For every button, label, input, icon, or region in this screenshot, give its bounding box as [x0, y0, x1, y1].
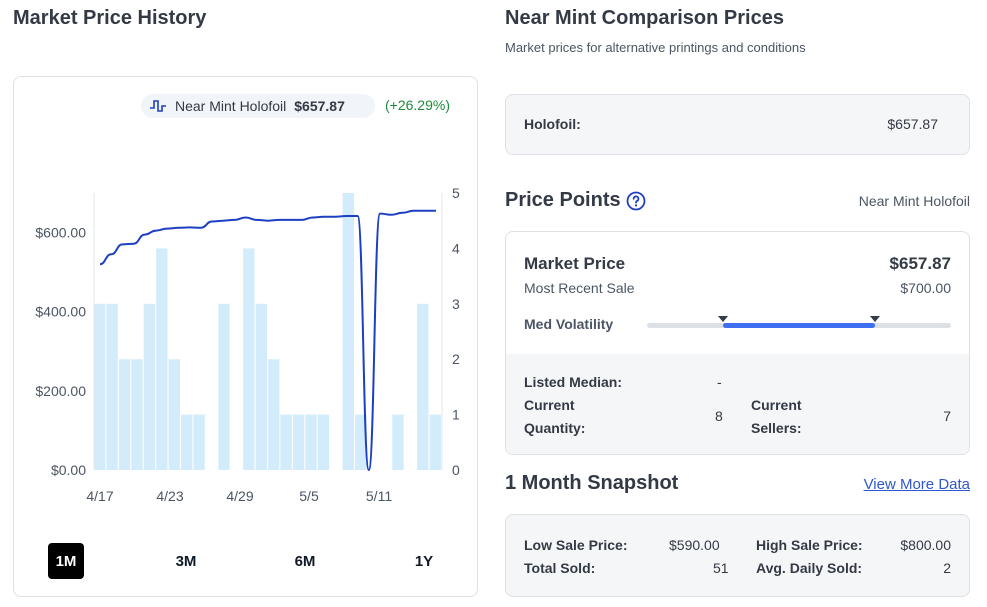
holofoil-price-row: Holofoil: $657.87: [505, 94, 970, 155]
recent-sale-label: Most Recent Sale: [524, 280, 635, 296]
x-tick-label: 4/29: [226, 488, 253, 504]
listed-median-label: Listed Median:: [524, 374, 623, 390]
volume-bar: [118, 359, 131, 470]
view-more-data-link[interactable]: View More Data: [863, 476, 970, 493]
x-tick-label: 4/23: [156, 488, 183, 504]
listed-median-value: -: [717, 374, 722, 390]
y-right-tick-label: 4: [452, 240, 460, 256]
legend-pill[interactable]: Near Mint Holofoil $657.87: [141, 94, 375, 118]
y-right-tick-label: 2: [452, 351, 460, 367]
market-price-label: Market Price: [524, 254, 626, 273]
volume-bar: [168, 359, 180, 470]
price-points-condition: Near Mint Holofoil: [858, 193, 970, 209]
volatility-label: Med Volatility: [524, 316, 614, 332]
comparison-subtitle: Market prices for alternative printings …: [505, 40, 806, 55]
range-6m-button[interactable]: 6M: [287, 543, 323, 579]
y-left-tick-label: $600.00: [35, 225, 86, 241]
volume-bar: [94, 303, 106, 470]
volume-bar: [268, 359, 280, 470]
x-tick-label: 5/5: [299, 488, 319, 504]
total-sold-value: 51: [713, 560, 729, 576]
legend-change: (+26.29%): [385, 97, 450, 113]
range-1y-button[interactable]: 1Y: [406, 543, 442, 579]
avg-daily-value: 2: [943, 560, 951, 576]
x-tick-label: 5/11: [366, 488, 392, 504]
current-sellers-label: Current Sellers:: [751, 397, 802, 436]
volume-bar: [106, 303, 118, 470]
question-circle-icon[interactable]: [626, 191, 646, 211]
market-history-title: Market Price History: [13, 7, 207, 29]
volume-bar: [317, 414, 330, 470]
volume-bar: [429, 414, 441, 470]
holofoil-label: Holofoil:: [524, 116, 581, 132]
legend-series-name: Near Mint Holofoil: [175, 98, 287, 114]
volatility-range-fill: [723, 323, 875, 328]
price-chart[interactable]: $0.00 $200.00 $400.00 $600.00 0 1 2 3 4 5 4/17 4/…: [14, 77, 479, 517]
holofoil-value: $657.87: [887, 116, 938, 132]
volume-bar: [355, 414, 367, 470]
volume-bar: [156, 248, 168, 470]
current-sellers-value: 7: [943, 408, 951, 424]
current-quantity-value: 8: [715, 408, 723, 424]
current-quantity-label: Current Quantity:: [524, 397, 586, 436]
volume-bar: [131, 359, 143, 470]
price-points-heading: Price Points: [505, 189, 621, 211]
recent-sale-value: $700.00: [900, 280, 951, 296]
volume-bar: [181, 414, 193, 470]
low-sale-label: Low Sale Price:: [524, 537, 628, 553]
volume-bar: [392, 414, 404, 470]
y-left-tick-label: $400.00: [35, 304, 86, 320]
volume-bar: [342, 193, 354, 470]
y-left-tick-label: $200.00: [35, 383, 86, 399]
volatility-high-marker: [870, 316, 880, 322]
volume-bar: [143, 303, 156, 470]
snapshot-card: Low Sale Price: $590.00 High Sale Price:…: [505, 514, 970, 597]
volume-bar: [255, 303, 267, 470]
price-points-card: Market Price $657.87 Most Recent Sale $7…: [505, 231, 970, 455]
total-sold-label: Total Sold:: [524, 560, 596, 576]
y-left-tick-label: $0.00: [51, 462, 86, 478]
price-line: [99, 209, 436, 472]
high-sale-label: High Sale Price:: [756, 537, 863, 553]
y-right-tick-label: 3: [452, 296, 460, 312]
range-1m-button[interactable]: 1M: [48, 543, 84, 579]
price-line-icon: [150, 100, 166, 112]
market-price-value: $657.87: [889, 254, 951, 273]
range-3m-button[interactable]: 3M: [168, 543, 204, 579]
price-points-title: Price Points: [505, 189, 646, 212]
volume-bar: [292, 414, 305, 470]
low-sale-value: $590.00: [669, 537, 720, 553]
volatility-bar: [647, 316, 951, 328]
listing-stats: Listed Median: - Current Quantity: 8 Cur…: [506, 354, 969, 454]
volume-bar: [218, 303, 230, 470]
y-right-tick-label: 5: [452, 185, 460, 201]
y-right-tick-label: 1: [452, 407, 460, 423]
y-right-tick-label: 0: [452, 462, 460, 478]
avg-daily-label: Avg. Daily Sold:: [756, 560, 863, 576]
snapshot-title: 1 Month Snapshot: [505, 472, 679, 494]
x-tick-label: 4/17: [86, 488, 113, 504]
volume-bar: [243, 248, 255, 470]
legend-series-value: $657.87: [294, 98, 345, 114]
volume-bar: [193, 414, 205, 470]
comparison-title: Near Mint Comparison Prices: [505, 7, 784, 29]
volume-bar: [280, 414, 292, 470]
volume-bar: [305, 414, 317, 470]
volatility-low-marker: [718, 316, 728, 322]
market-history-card: Near Mint Holofoil $657.87 (+26.29%) $0.…: [13, 76, 478, 597]
volume-bar: [417, 303, 429, 470]
high-sale-value: $800.00: [900, 537, 951, 553]
